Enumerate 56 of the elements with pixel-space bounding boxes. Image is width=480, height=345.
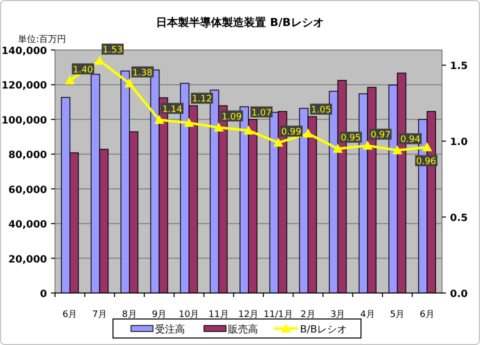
point	[273, 138, 284, 147]
y-tick-label: 120,000	[1, 80, 48, 92]
data-label: 0.95	[340, 134, 361, 144]
x-tick-label: 11月	[208, 310, 229, 320]
point	[64, 75, 75, 84]
point	[154, 114, 164, 124]
point	[332, 144, 343, 153]
point	[244, 125, 254, 134]
data-label: 1.38	[132, 68, 153, 78]
y-tick-label: 140,000	[1, 46, 48, 57]
x-tick-label: 2月	[300, 310, 316, 320]
point	[184, 118, 194, 127]
legend-label: B/Bレシオ	[300, 324, 348, 336]
point	[214, 122, 224, 132]
data-label: 1.40	[72, 65, 94, 76]
data-label: 1.05	[311, 106, 332, 116]
legend-label: 受注高	[155, 324, 185, 336]
x-tick-label: 9月	[152, 310, 167, 320]
y-axis-title: 単位:百万円	[18, 34, 66, 45]
x-tick-label: 6月	[62, 310, 78, 320]
data-label: 1.53	[102, 46, 123, 56]
x-tick-label: 11/1月	[264, 310, 293, 320]
y-tick-label: 80,000	[8, 150, 48, 162]
x-tick-label: 4月	[360, 310, 375, 320]
y-tick-label: 40,000	[8, 220, 48, 231]
x-tick-label: 10月	[178, 310, 200, 320]
point	[94, 56, 105, 65]
data-label: 0.99	[281, 128, 302, 138]
point	[422, 142, 432, 152]
y-tick-label: 100,000	[1, 115, 48, 126]
y-tick-label: 20,000	[8, 254, 48, 266]
y2-tick-label: 0.5	[450, 213, 468, 224]
point	[392, 145, 402, 154]
y-tick-label: 60,000	[8, 184, 48, 196]
data-label: 0.97	[370, 130, 391, 141]
y2-tick-label: 1.0	[450, 137, 468, 148]
data-label: 1.14	[162, 104, 183, 115]
data-label: 1.07	[252, 108, 272, 118]
data-label: 0.94	[400, 135, 421, 146]
legend-label: 販売高	[228, 324, 258, 336]
y2-tick-label: 1.5	[450, 61, 468, 72]
point	[303, 128, 314, 138]
point	[362, 140, 373, 150]
x-tick-label: 7月	[92, 310, 108, 320]
y-tick-label: 0	[40, 289, 48, 300]
x-tick-label: 5月	[390, 310, 405, 320]
data-label: 1.12	[192, 94, 212, 105]
point	[124, 78, 134, 88]
data-label: 0.96	[416, 157, 436, 168]
x-tick-label: 8月	[122, 310, 137, 320]
chart-title: 日本製半導体製造装置 B/Bレシオ	[156, 16, 324, 29]
data-label: 1.09	[222, 112, 242, 122]
y2-tick-label: 0.0	[450, 289, 468, 300]
x-tick-label: 6月	[420, 310, 434, 320]
x-tick-label: 3月	[330, 310, 346, 320]
x-tick-label: 12月	[238, 310, 259, 320]
